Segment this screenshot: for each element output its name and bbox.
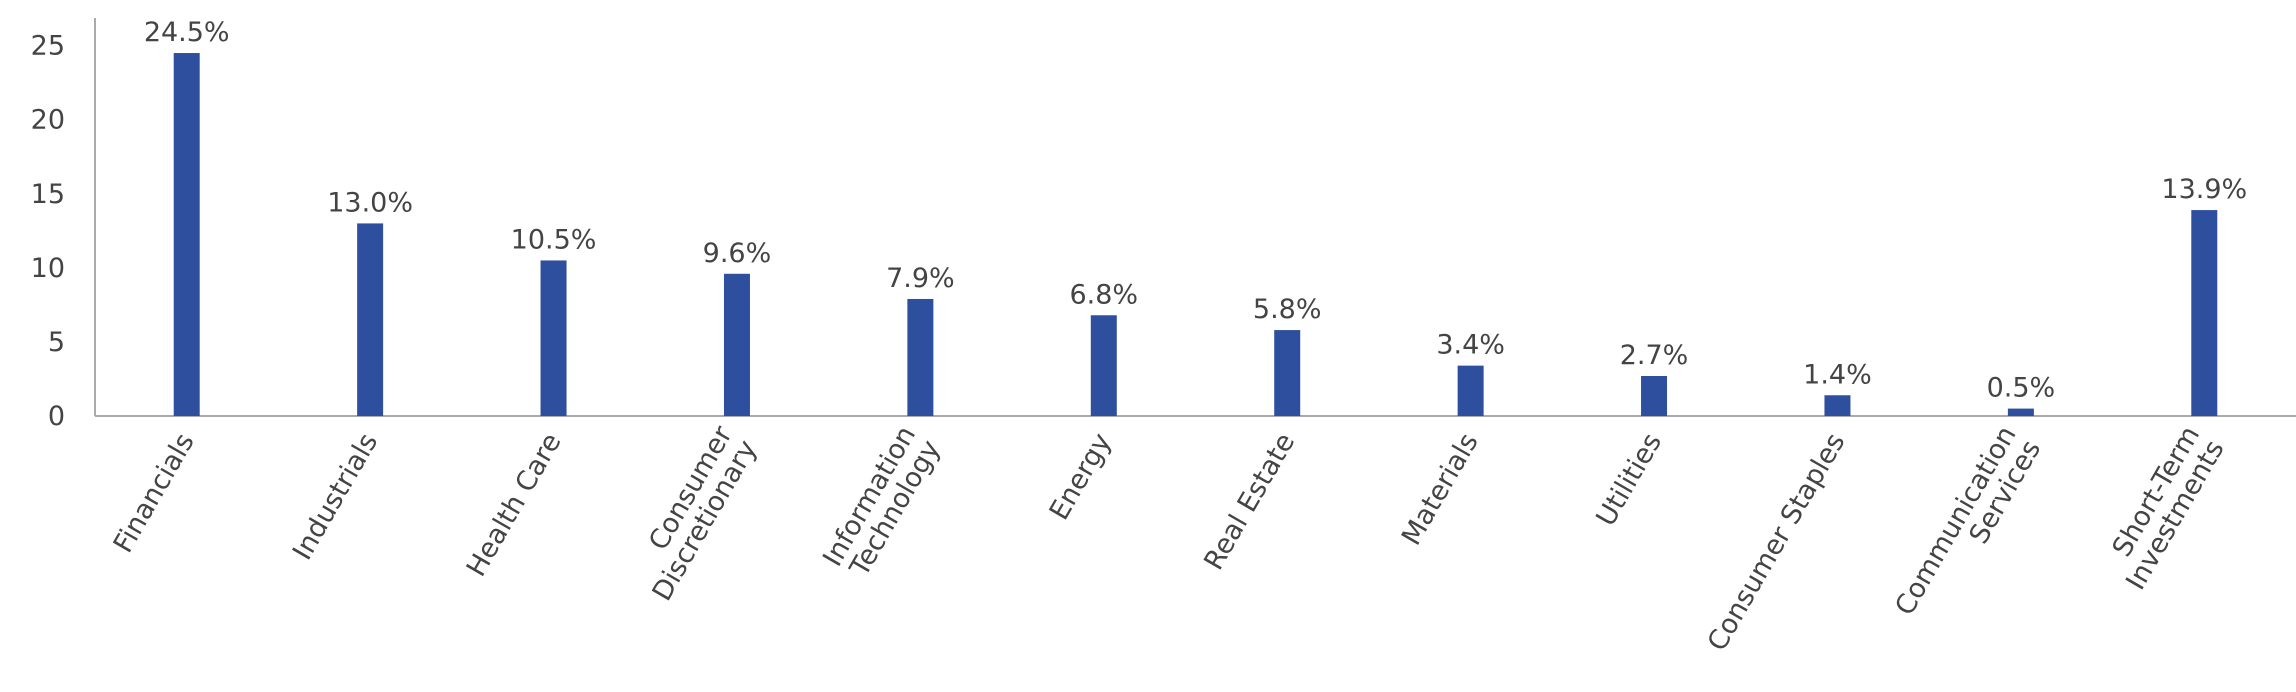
- x-tick-label: Short-TermInvestments: [2096, 421, 2231, 595]
- bar: [2191, 210, 2218, 416]
- bar: [2007, 408, 2034, 416]
- y-tick-label: 0: [48, 401, 65, 432]
- value-label: 7.9%: [886, 263, 955, 294]
- x-tick-label: Materials: [1396, 428, 1485, 551]
- x-tick-label: Real Estate: [1198, 428, 1301, 575]
- bar: [907, 298, 934, 416]
- x-tick-label: Utilities: [1590, 428, 1668, 532]
- value-label: 1.4%: [1803, 359, 1872, 390]
- x-tick-label: Consumer Staples: [1702, 428, 1852, 656]
- y-tick-label: 15: [31, 179, 65, 210]
- bar: [723, 273, 750, 416]
- y-tick-label: 20: [31, 105, 65, 136]
- bar: [1274, 330, 1301, 416]
- value-label: 24.5%: [144, 17, 230, 48]
- bar: [173, 53, 200, 416]
- bar: [1090, 315, 1117, 416]
- value-label: 6.8%: [1069, 279, 1138, 310]
- y-tick-label: 5: [48, 327, 65, 358]
- bar: [540, 260, 567, 416]
- x-tick-label: CommunicationServices: [1889, 421, 2047, 635]
- value-label: 2.7%: [1620, 340, 1689, 371]
- value-label: 13.0%: [327, 187, 413, 218]
- y-tick-label: 25: [31, 31, 65, 62]
- bar: [1824, 395, 1851, 416]
- value-label: 10.5%: [511, 224, 597, 255]
- x-tick-label: InformationTechnology: [817, 421, 947, 586]
- value-label: 5.8%: [1253, 294, 1322, 325]
- x-tick-label: Energy: [1044, 428, 1118, 525]
- x-tick-label: Financials: [108, 428, 201, 558]
- bar: [1457, 365, 1484, 416]
- x-tick-label: ConsumerDiscretionary: [622, 420, 764, 606]
- y-tick-label: 10: [31, 253, 65, 284]
- x-tick-label: Industrials: [287, 428, 384, 565]
- value-label: 0.5%: [1987, 373, 2056, 404]
- bar: [1641, 376, 1668, 416]
- value-label: 9.6%: [703, 238, 772, 269]
- value-label: 3.4%: [1436, 330, 1505, 361]
- value-label: 13.9%: [2161, 174, 2247, 205]
- bar: [357, 223, 384, 416]
- x-tick-label: Health Care: [461, 428, 568, 582]
